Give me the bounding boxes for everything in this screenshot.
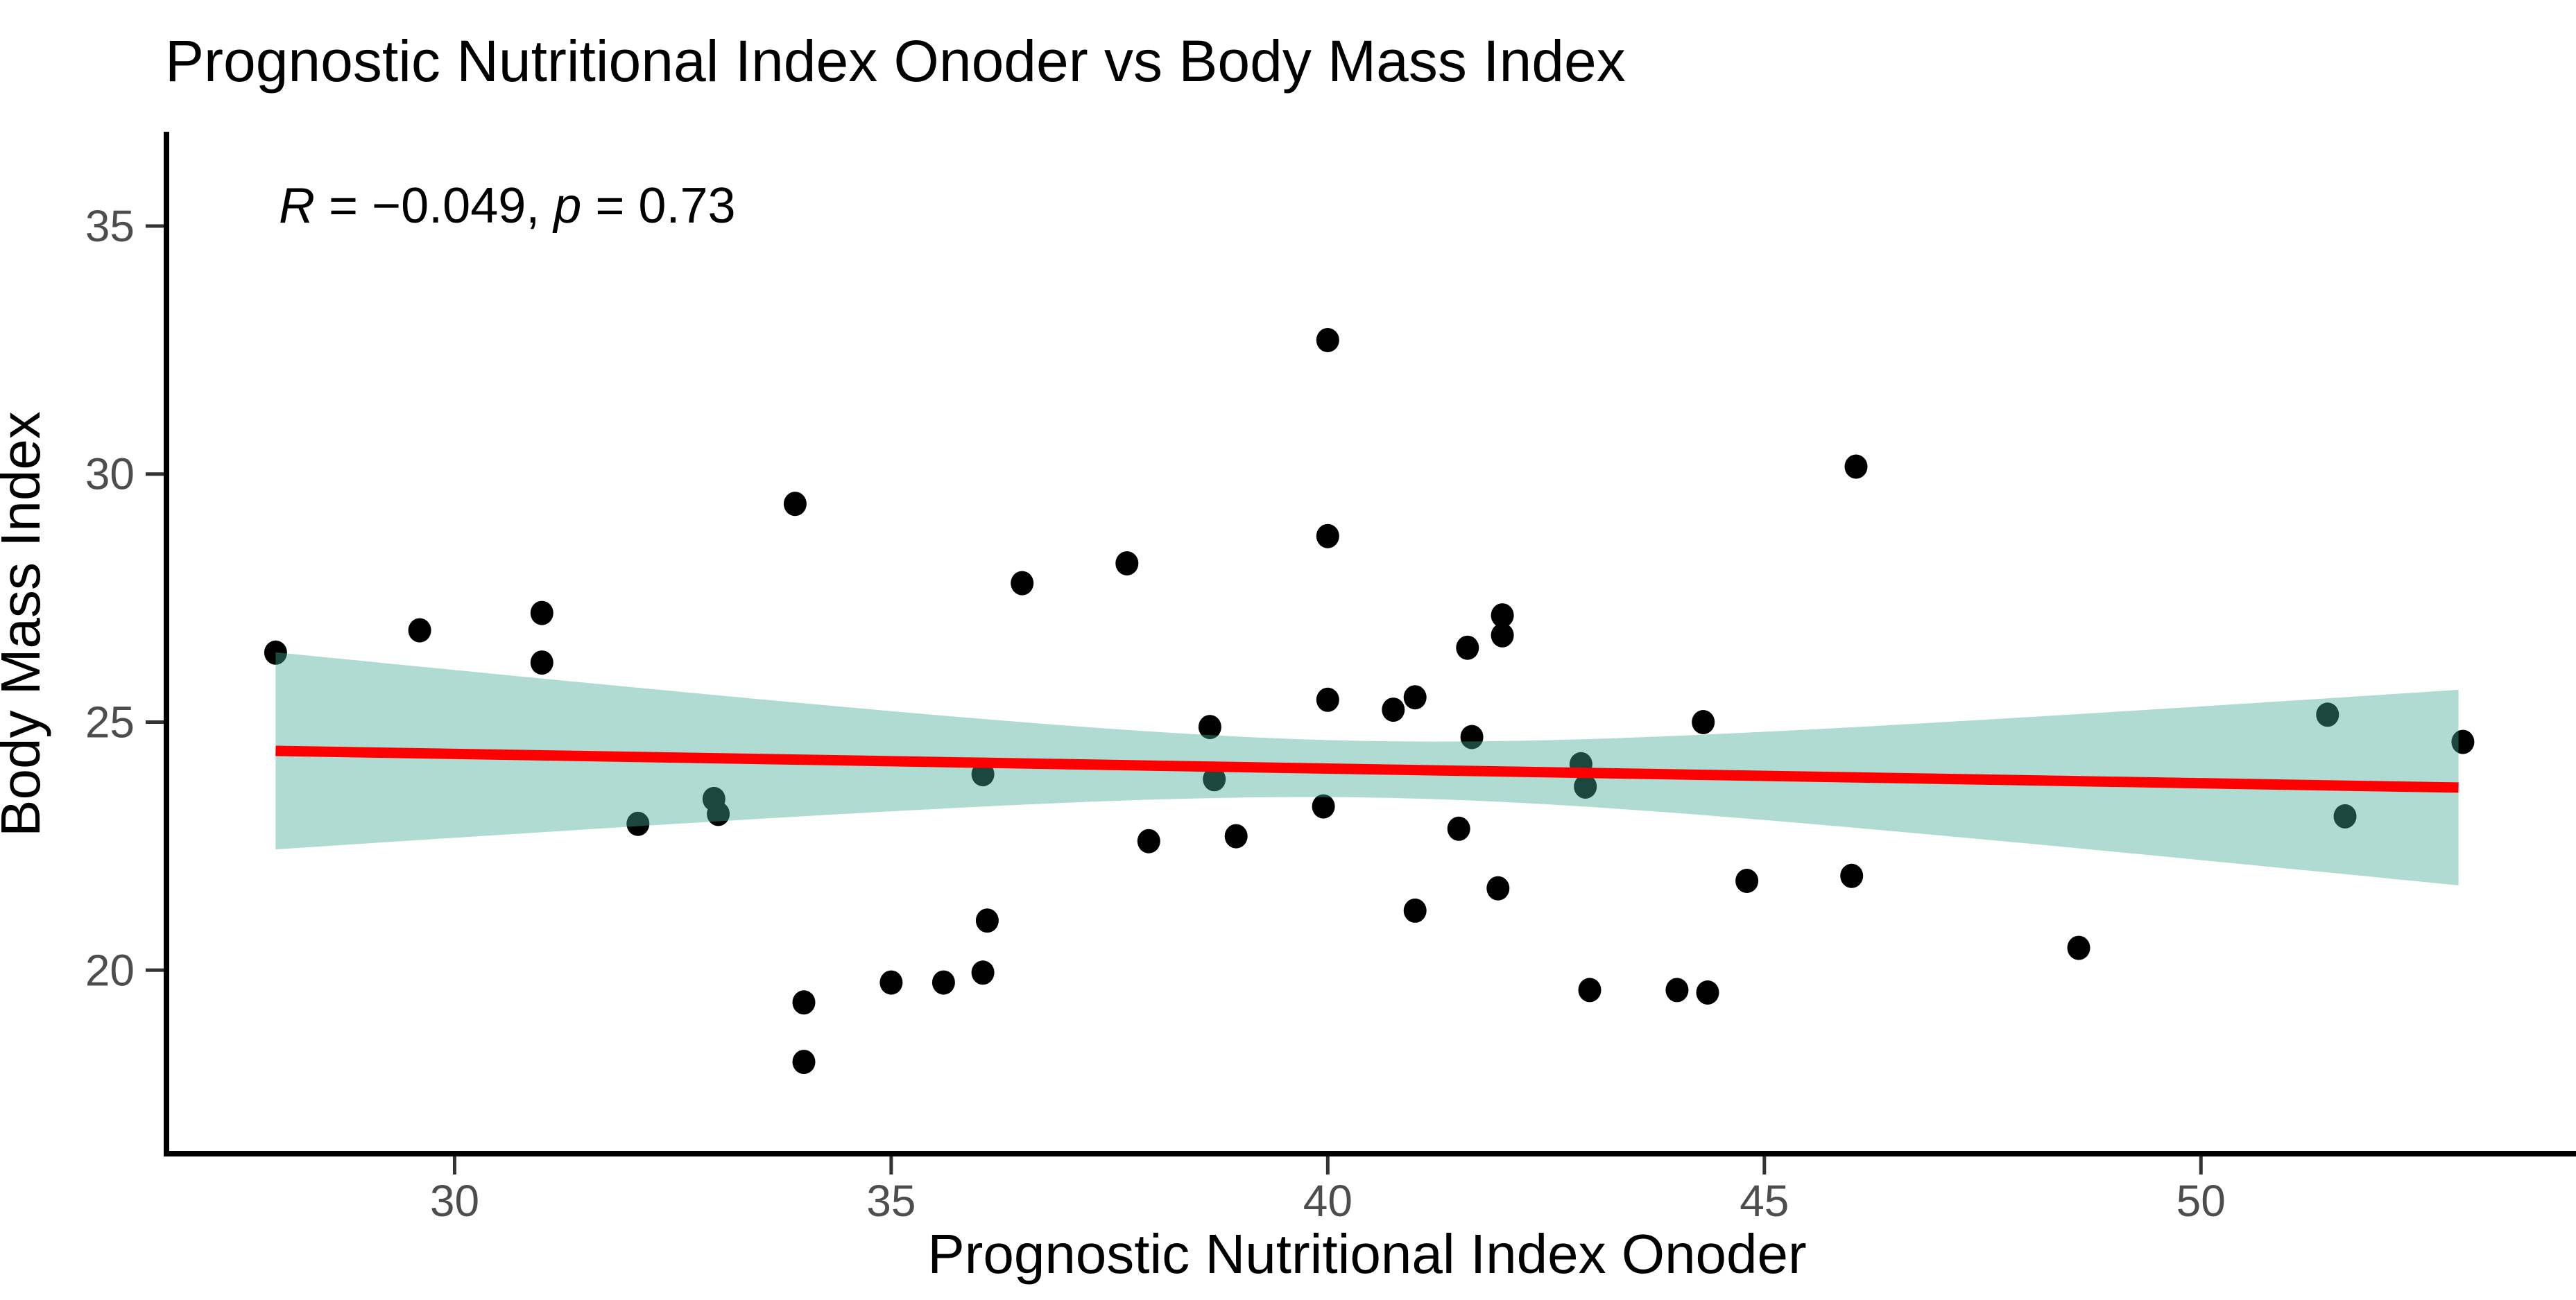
y-tick-label: 30 — [85, 449, 135, 499]
data-point — [1456, 635, 1479, 660]
annotation-p-value: = 0.73 — [581, 178, 736, 234]
data-point — [931, 970, 955, 995]
scatter-points — [264, 328, 2475, 1075]
data-point — [971, 960, 995, 985]
data-point — [1316, 328, 1339, 352]
x-tick-label: 45 — [1740, 1176, 1789, 1226]
data-point — [1491, 623, 1514, 648]
data-point — [879, 970, 903, 995]
data-point — [1578, 978, 1602, 1003]
data-point — [2316, 702, 2339, 727]
data-point — [1011, 571, 1034, 596]
data-point — [408, 618, 431, 643]
data-point — [1382, 697, 1405, 722]
data-point — [1115, 551, 1139, 575]
data-point — [530, 600, 553, 625]
data-point — [1316, 687, 1339, 712]
y-tick-label: 35 — [85, 201, 135, 251]
chart-title: Prognostic Nutritional Index Onoder vs B… — [165, 28, 1626, 94]
data-point — [1447, 816, 1470, 841]
annotation-r-symbol: R — [279, 178, 315, 234]
data-point — [1316, 523, 1339, 548]
data-point — [530, 650, 553, 675]
annotation-p-symbol: p — [553, 178, 582, 234]
data-point — [792, 990, 816, 1015]
correlation-annotation: R = −0.049, p = 0.73 — [279, 177, 736, 234]
x-tick-label: 35 — [866, 1176, 916, 1226]
data-point — [2067, 935, 2090, 960]
x-tick-label: 50 — [2176, 1176, 2226, 1226]
data-point — [1735, 869, 1759, 893]
data-point — [707, 801, 730, 826]
data-point — [1844, 454, 1868, 479]
data-point — [1840, 863, 1864, 888]
data-point — [1137, 829, 1160, 853]
y-tick-label: 25 — [85, 697, 135, 747]
data-point — [2333, 804, 2357, 829]
data-point — [792, 1050, 816, 1075]
x-tick-label: 30 — [430, 1176, 479, 1226]
regression-line — [275, 745, 2459, 793]
data-point — [1403, 898, 1427, 923]
data-point — [1312, 794, 1335, 819]
data-point — [1203, 767, 1226, 792]
annotation-r-value: = −0.049, — [315, 178, 554, 234]
data-point — [1224, 824, 1248, 849]
data-point — [1403, 685, 1427, 710]
data-point — [1696, 980, 1719, 1005]
data-point — [2451, 729, 2475, 754]
data-point — [1491, 603, 1514, 628]
x-tick-label: 40 — [1303, 1176, 1353, 1226]
data-point — [1574, 774, 1597, 799]
y-tick-label: 20 — [85, 945, 135, 995]
data-point — [626, 811, 650, 836]
data-point — [783, 492, 807, 517]
data-point — [264, 640, 287, 665]
data-point — [1460, 725, 1484, 749]
data-point — [975, 908, 999, 933]
data-point — [1486, 876, 1510, 901]
x-axis-title: Prognostic Nutritional Index Onoder — [927, 1223, 1807, 1285]
data-point — [1198, 715, 1221, 740]
data-point — [971, 762, 995, 787]
y-axis-title: Body Mass Index — [0, 411, 51, 837]
data-point — [1692, 710, 1715, 734]
data-point — [1665, 978, 1689, 1003]
